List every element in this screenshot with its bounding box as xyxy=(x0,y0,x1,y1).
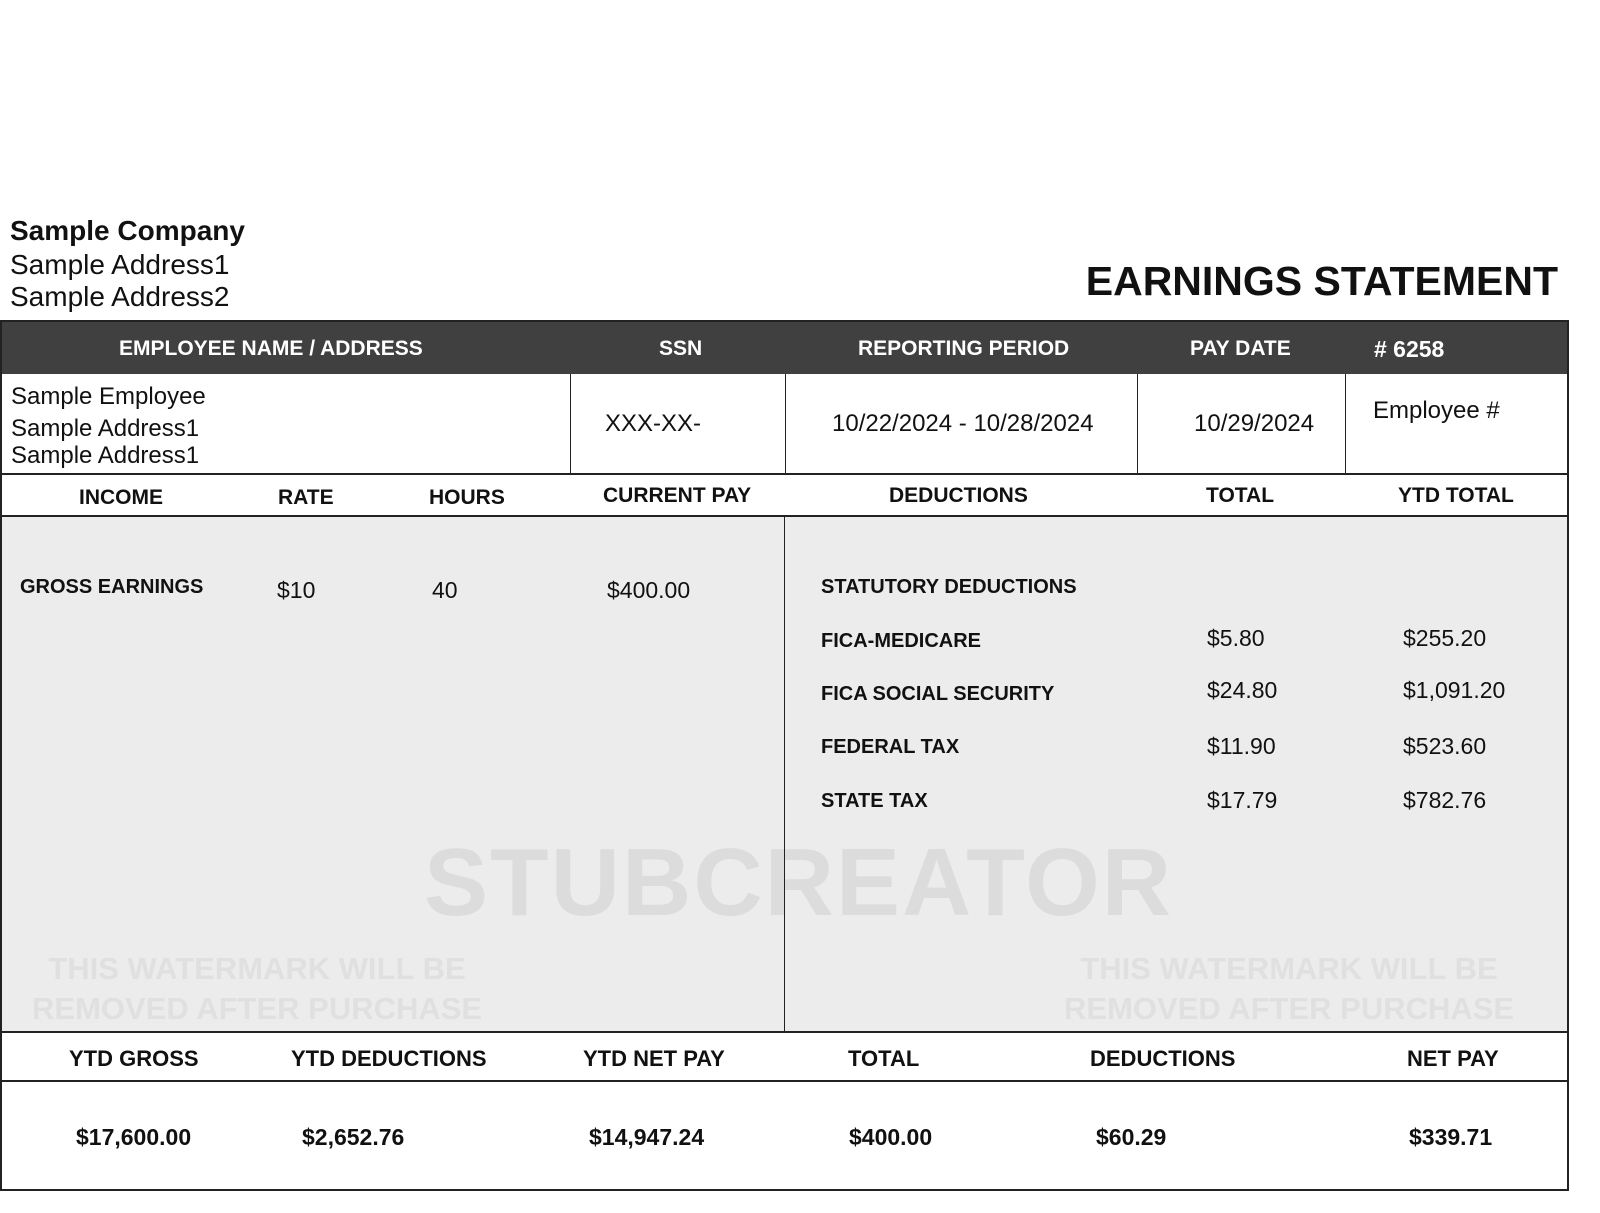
col-current-pay: CURRENT PAY xyxy=(603,484,752,507)
employee-name: Sample Employee xyxy=(11,383,206,410)
income-rate: $10 xyxy=(277,577,316,603)
summary-header: NET PAY xyxy=(1407,1046,1499,1071)
watermark-notice-right: THIS WATERMARK WILL BE REMOVED AFTER PURC… xyxy=(1064,951,1515,1026)
header-period: REPORTING PERIOD xyxy=(858,337,1070,360)
deduction-ytd: $523.60 xyxy=(1403,733,1487,759)
document-title: EARNINGS STATEMENT xyxy=(1085,258,1558,304)
col-deductions: DEDUCTIONS xyxy=(889,484,1028,507)
col-ytd-total: YTD TOTAL xyxy=(1398,484,1514,507)
deductions-section: STATUTORY DEDUCTIONS xyxy=(821,576,1077,598)
deduction-ytd: $782.76 xyxy=(1403,787,1487,813)
deduction-label: FEDERAL TAX xyxy=(821,736,960,758)
col-rate: RATE xyxy=(278,486,334,509)
deduction-total: $24.80 xyxy=(1207,677,1278,703)
summary-value: $14,947.24 xyxy=(589,1124,705,1150)
col-income: INCOME xyxy=(79,486,163,509)
header-band: EMPLOYEE NAME / ADDRESS SSN REPORTING PE… xyxy=(2,322,1567,374)
income-current-pay: $400.00 xyxy=(607,577,691,603)
summary-header: TOTAL xyxy=(848,1046,920,1071)
employee-address1: Sample Address1 xyxy=(11,415,200,442)
earnings-table: EMPLOYEE NAME / ADDRESS SSN REPORTING PE… xyxy=(0,320,1569,1191)
summary-header: YTD GROSS xyxy=(69,1046,199,1071)
company-address2: Sample Address2 xyxy=(10,281,230,312)
income-label: GROSS EARNINGS xyxy=(20,576,204,598)
summary-value: $339.71 xyxy=(1409,1124,1493,1150)
deduction-total: $5.80 xyxy=(1207,625,1265,651)
employee-address2: Sample Address1 xyxy=(11,442,200,469)
details-body: STUBCREATOR THIS WATERMARK WILL BE REMOVE… xyxy=(2,517,1567,1031)
col-total: TOTAL xyxy=(1206,484,1275,507)
company-name: Sample Company xyxy=(10,215,245,246)
summary-value: $2,652.76 xyxy=(302,1124,405,1150)
income-hours: 40 xyxy=(432,577,458,603)
summary-value: $17,600.00 xyxy=(76,1124,192,1150)
header-ssn: SSN xyxy=(659,337,703,360)
deduction-ytd: $255.20 xyxy=(1403,625,1487,651)
company-address1: Sample Address1 xyxy=(10,249,230,280)
deduction-label: STATE TAX xyxy=(821,790,928,812)
header-employee: EMPLOYEE NAME / ADDRESS xyxy=(119,337,423,360)
period-value: 10/22/2024 - 10/28/2024 xyxy=(832,410,1094,437)
deduction-total: $17.79 xyxy=(1207,787,1278,813)
summary-header: YTD NET PAY xyxy=(583,1046,725,1071)
deduction-label: FICA SOCIAL SECURITY xyxy=(821,683,1055,705)
pay-date-value: 10/29/2024 xyxy=(1194,410,1315,437)
deduction-total: $11.90 xyxy=(1207,733,1276,759)
ssn-value: XXX-XX- xyxy=(605,410,702,437)
header-pay-date: PAY DATE xyxy=(1190,337,1291,360)
summary-value: $400.00 xyxy=(849,1124,933,1150)
deduction-ytd: $1,091.20 xyxy=(1403,677,1506,703)
watermark-notice-left: THIS WATERMARK WILL BE REMOVED AFTER PURC… xyxy=(32,951,483,1026)
col-hours: HOURS xyxy=(429,486,505,509)
summary-header: YTD DEDUCTIONS xyxy=(291,1046,487,1071)
employee-number: Employee # xyxy=(1373,397,1500,424)
statement-number: # 6258 xyxy=(1374,336,1445,362)
deduction-label: FICA-MEDICARE xyxy=(821,630,981,652)
summary-value: $60.29 xyxy=(1096,1124,1167,1150)
brand-watermark: STUBCREATOR xyxy=(424,829,1174,936)
summary-header: DEDUCTIONS xyxy=(1090,1046,1236,1071)
